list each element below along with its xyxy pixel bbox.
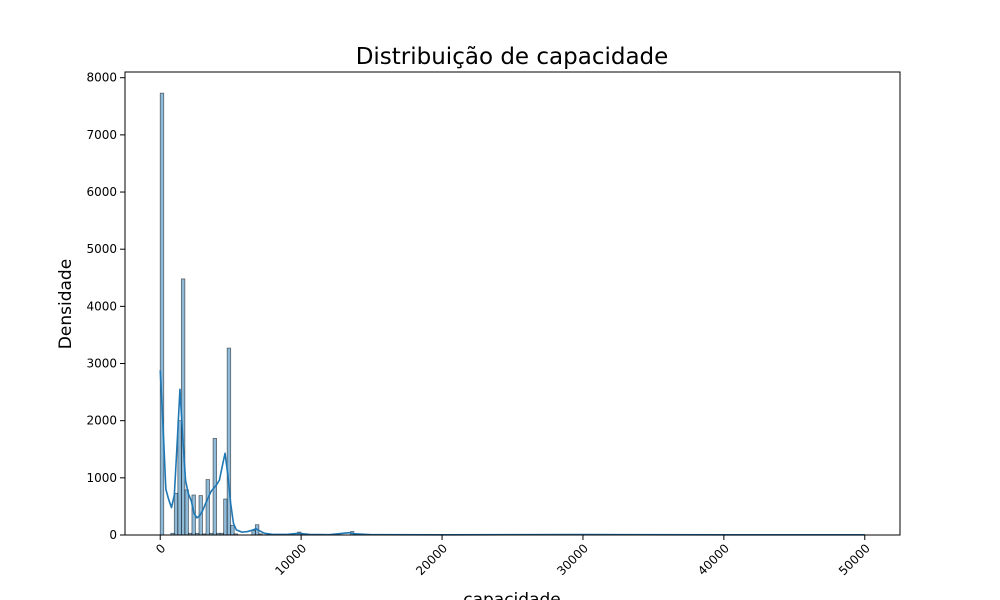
histogram-bar	[177, 420, 182, 536]
x-axis-title: capacidade	[463, 590, 561, 600]
y-tick-label: 1000	[86, 471, 117, 485]
histogram-bar	[251, 530, 256, 536]
x-tick-label: 50000	[836, 541, 873, 578]
bars-layer	[159, 92, 587, 536]
x-tick-label: 30000	[554, 541, 591, 578]
histogram-bar	[180, 278, 186, 536]
histogram-bar	[205, 479, 210, 536]
y-tick-label: 3000	[86, 357, 117, 371]
x-axis: 0 10000 20000 30000 40000 50000	[153, 535, 873, 578]
y-tick-label: 0	[109, 528, 117, 542]
histogram-bar	[223, 498, 228, 536]
y-axis-title: Densidade	[56, 259, 76, 349]
histogram-bar	[226, 347, 232, 536]
y-tick-label: 2000	[86, 414, 117, 428]
y-tick-label: 6000	[86, 185, 117, 199]
histogram-bar	[230, 524, 235, 536]
y-tick-label: 5000	[86, 242, 117, 256]
kde-line	[159, 370, 865, 536]
x-tick-label: 40000	[695, 541, 732, 578]
chart-title: Distribuição de capacidade	[356, 44, 669, 70]
histogram-bar	[173, 492, 179, 536]
histogram-bar	[184, 489, 189, 536]
kde-layer	[159, 370, 865, 536]
plot-frame	[124, 71, 901, 536]
y-tick-label: 4000	[86, 299, 117, 313]
histogram-bar	[159, 92, 165, 536]
x-tick-label: 0	[153, 541, 168, 556]
y-tick-label: 8000	[86, 71, 117, 85]
x-tick-label: 10000	[272, 541, 309, 578]
y-tick-label: 7000	[86, 128, 117, 142]
x-tick-label: 20000	[413, 541, 450, 578]
y-axis: 0 1000 2000 3000 4000 5000 6000 7000 8000	[86, 71, 125, 542]
